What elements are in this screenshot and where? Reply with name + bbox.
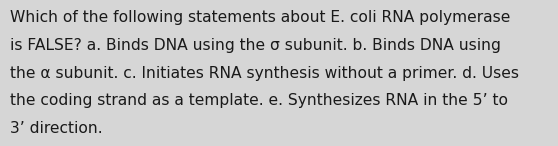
Text: is FALSE? a. Binds DNA using the σ subunit. b. Binds DNA using: is FALSE? a. Binds DNA using the σ subun… — [10, 38, 501, 53]
Text: 3’ direction.: 3’ direction. — [10, 121, 103, 136]
Text: the coding strand as a template. e. Synthesizes RNA in the 5’ to: the coding strand as a template. e. Synt… — [10, 93, 508, 108]
Text: Which of the following statements about E. coli RNA polymerase: Which of the following statements about … — [10, 10, 511, 25]
Text: the α subunit. c. Initiates RNA synthesis without a primer. d. Uses: the α subunit. c. Initiates RNA synthesi… — [10, 66, 519, 81]
